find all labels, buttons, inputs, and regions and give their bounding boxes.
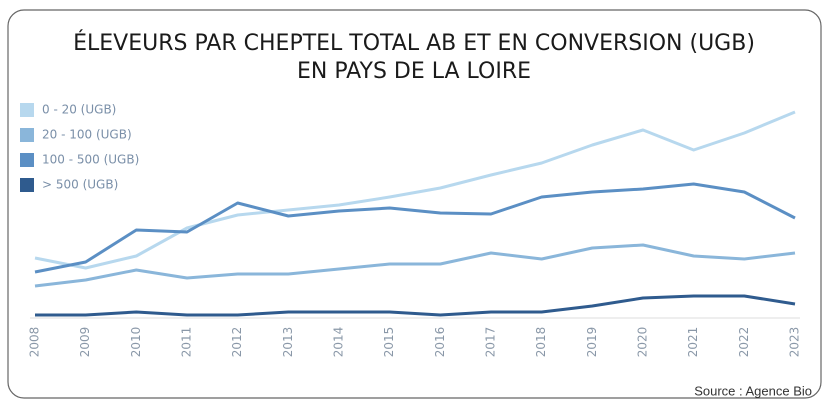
legend-swatch bbox=[20, 178, 34, 192]
x-tick-label: 2018 bbox=[534, 327, 548, 358]
legend-label: 0 - 20 (UGB) bbox=[42, 103, 116, 117]
x-tick-label: 2008 bbox=[28, 327, 42, 358]
x-tick-label: 2009 bbox=[78, 327, 92, 358]
x-tick-label: 2014 bbox=[332, 327, 346, 358]
x-tick-label: 2021 bbox=[686, 327, 700, 358]
x-tick-label: 2013 bbox=[281, 327, 295, 358]
x-tick-label: 2022 bbox=[737, 327, 751, 358]
series-line bbox=[35, 294, 796, 317]
legend-label: > 500 (UGB) bbox=[42, 178, 118, 192]
x-tick-label: 2010 bbox=[129, 327, 143, 358]
legend-swatch bbox=[20, 153, 34, 167]
x-tick-label: 2011 bbox=[180, 327, 194, 358]
series-line bbox=[34, 110, 796, 270]
chart-title: EN PAYS DE LA LOIRE bbox=[297, 59, 531, 84]
source: Source : Agence Bio bbox=[694, 383, 812, 398]
chart-title: ÉLEVEURS PAR CHEPTEL TOTAL AB ET EN CONV… bbox=[73, 30, 755, 56]
x-tick-label: 2019 bbox=[585, 327, 599, 358]
x-tick-label: 2016 bbox=[433, 327, 447, 358]
legend-swatch bbox=[20, 128, 34, 142]
x-tick-label: 2020 bbox=[636, 327, 650, 358]
x-tick-label: 2012 bbox=[230, 327, 244, 358]
x-tick-label: 2023 bbox=[788, 327, 802, 358]
series-line bbox=[34, 182, 796, 274]
legend-label: 20 - 100 (UGB) bbox=[42, 128, 132, 142]
x-tick-label: 2015 bbox=[382, 327, 396, 358]
x-tick-label: 2017 bbox=[484, 327, 498, 358]
legend-swatch bbox=[20, 103, 34, 117]
series-line bbox=[34, 243, 796, 288]
legend-label: 100 - 500 (UGB) bbox=[42, 153, 139, 167]
